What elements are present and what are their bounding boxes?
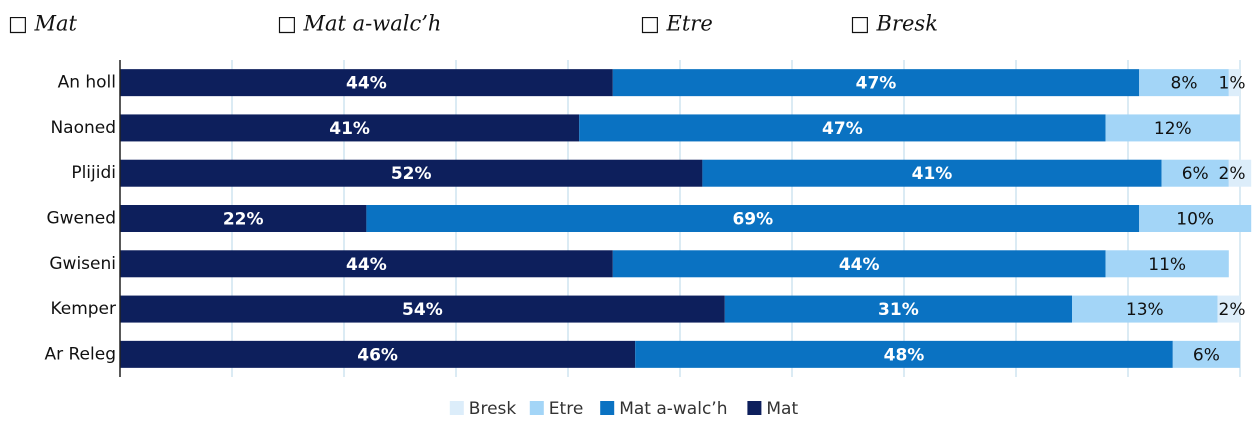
data-label: 44% [346,74,387,94]
bar-segment [724,295,1072,323]
data-label: 11% [1148,255,1186,275]
bar-segment [1072,295,1218,323]
data-label: 46% [357,345,398,365]
bar-segment [1105,250,1229,278]
legend-label: Mat [766,399,798,419]
bar-segment [1172,340,1240,368]
bar-segment [635,340,1173,368]
bar-segment [120,250,613,278]
legend-swatch [747,401,762,415]
bar-segment [120,114,580,142]
bar-segment [1228,159,1252,187]
header-label: □ Etre [640,12,713,36]
header-label: □ Mat a-walc’h [277,12,441,36]
data-label: 41% [912,164,953,184]
data-label: 13% [1126,300,1164,320]
data-label: 69% [732,210,773,230]
header-label: □ Bresk [850,12,938,36]
data-label: 44% [346,255,387,275]
y-tick-label: Gwened [46,209,116,229]
data-label: 31% [878,300,919,320]
bar-segment [612,69,1140,97]
bar-segment [1161,159,1229,187]
bar-segment [1139,205,1252,232]
y-tick-label: Gwiseni [49,254,116,274]
legend-swatch [529,401,544,415]
data-label: 6% [1193,345,1220,365]
data-label: 2% [1219,300,1246,320]
bar-segment [120,340,636,368]
bar-segment [366,205,1140,232]
legend-label: Mat a-walc’h [619,399,727,419]
bar-segment [120,69,613,97]
data-label: 1% [1219,74,1246,94]
y-tick-label: Kemper [50,299,116,319]
data-label: 48% [884,345,925,365]
data-label: 41% [329,119,370,139]
bar-segment [120,159,703,187]
legend-label: Bresk [469,399,517,419]
bar-segment [579,114,1106,142]
bar-segment [1139,69,1229,97]
legend-swatch [600,401,615,415]
data-label: 44% [839,255,880,275]
bar-segment [1217,295,1240,323]
header-label: □ Mat [8,12,78,36]
data-label: 52% [391,164,432,184]
y-tick-label: An holl [58,73,116,93]
bar-segment [1105,114,1240,142]
data-label: 22% [223,210,264,230]
data-label: 10% [1176,210,1214,230]
y-tick-label: Naoned [50,118,116,138]
data-label: 2% [1219,164,1246,184]
data-label: 12% [1154,119,1192,139]
y-tick-label: Ar Releg [44,344,116,364]
bar-segment [120,295,725,323]
data-label: 54% [402,300,443,320]
bar-segment [612,250,1106,278]
bar-segment [1228,69,1240,97]
data-label: 47% [822,119,863,139]
legend-swatch [449,401,464,415]
data-label: 8% [1171,74,1198,94]
bar-segment [702,159,1162,187]
data-label: 47% [856,74,897,94]
y-tick-label: Plijidi [71,163,116,183]
bar-segment [120,205,367,232]
data-label: 6% [1182,164,1209,184]
legend-label: Etre [549,399,583,419]
